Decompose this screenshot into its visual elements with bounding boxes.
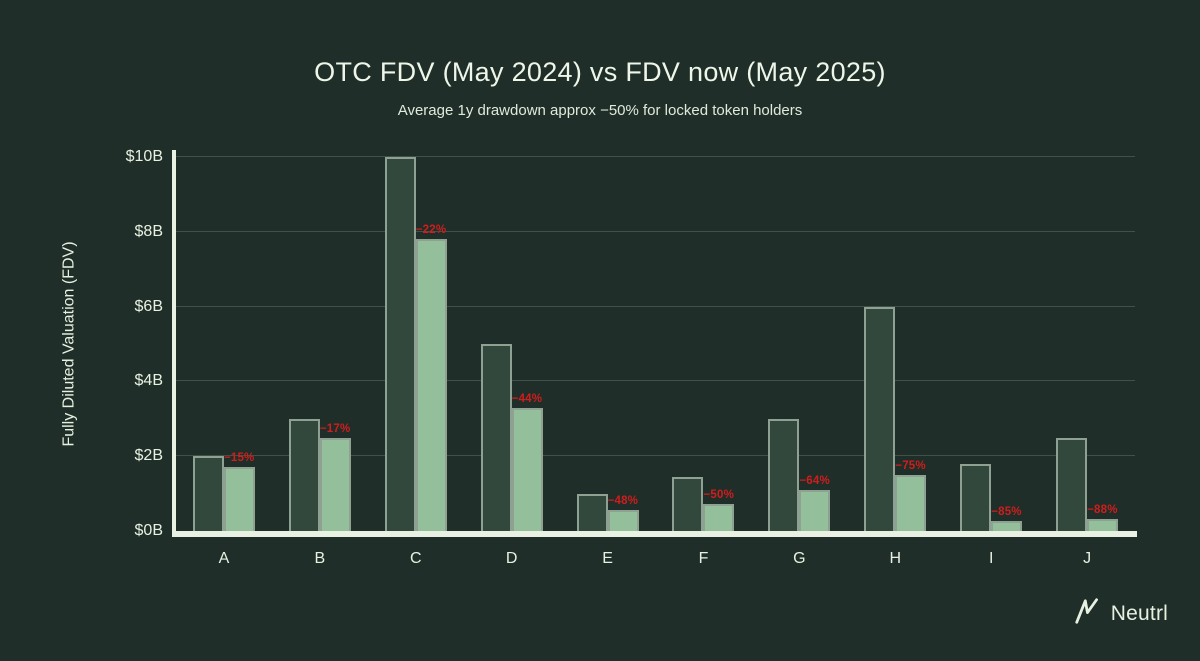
bar-otc-fdv-e [576,493,608,531]
x-tick-label-e: E [602,550,613,567]
bar-group-f: −50% [656,157,752,531]
bar-group-a: −15% [176,157,272,531]
bar-fdv-now-e: −48% [607,495,639,531]
gridline [176,156,1135,157]
y-tick-label: $0B [134,522,163,539]
bar-otc-fdv-a [192,456,224,531]
y-tick-label: $6B [134,297,163,315]
bar-fdv-now-a: −15% [223,452,255,531]
bar-group-g: −64% [751,157,847,531]
gridline [176,230,1135,232]
drawdown-label-h: −75% [895,459,926,472]
bar-otc-fdv-g [768,418,800,531]
bar-fdv-now-d: −44% [511,393,543,531]
y-tick-label: $10B [125,148,163,165]
bar-group-i: −85% [943,157,1039,531]
bar-layer: −15% −17% −22% −44% −48% −50% −64% −75% −85% −88% [176,157,1135,531]
neutrl-n-mark-icon [1073,596,1103,631]
x-tick-label-a: A [218,550,230,567]
x-tick-label-c: C [409,550,422,567]
x-axis-line [172,531,1137,537]
bar-group-e: −48% [560,157,656,531]
bar-otc-fdv-d [480,344,512,531]
drawdown-label-f: −50% [703,488,735,501]
bar-fdv-now-g: −64% [799,475,831,531]
page-title: OTC FDV (May 2024) vs FDV now (May 2025) [314,57,886,87]
drawdown-label-d: −44% [511,392,543,405]
x-tick-label-h: H [889,550,902,567]
bar-fdv-now-j: −88% [1087,504,1119,531]
gridline [176,455,1135,457]
bar-otc-fdv-h [864,306,896,531]
gridline [176,305,1135,307]
page-subtitle: Average 1y drawdown approx −50% for lock… [397,102,803,119]
bar-otc-fdv-c [384,157,416,531]
bar-group-d: −44% [464,157,560,531]
y-axis-title-wrap: Fully Diluted Valuation (FDV) [30,157,110,531]
x-tick-label-b: B [314,550,326,567]
bar-fdv-now-b: −17% [319,423,351,531]
drawdown-label-b: −17% [319,422,351,435]
bar-otc-fdv-f [672,476,704,531]
bar-otc-fdv-j [1056,437,1088,531]
bar-group-b: −17% [272,157,368,531]
bar-fdv-now-f: −50% [703,489,735,531]
x-tick-label-j: J [1083,550,1092,567]
bar-group-h: −75% [847,157,943,531]
brand-logo: Neutrl [1073,596,1168,631]
drawdown-label-e: −48% [607,495,639,508]
drawdown-label-c: −22% [415,224,447,237]
drawdown-label-j: −88% [1087,503,1118,516]
y-tick-label: $8B [134,222,163,240]
brand-logo-text: Neutrl [1110,601,1168,625]
bar-group-c: −22% [368,157,464,531]
y-tick-label: $2B [134,447,163,465]
x-tick-label-g: G [793,550,806,567]
bar-fdv-now-i: −85% [991,506,1023,531]
x-tick-label-i: I [988,550,994,567]
bar-fdv-now-c: −22% [415,224,447,531]
bar-group-j: −88% [1039,157,1135,531]
plot-area: $0B $2B $4B $6B $8B $10B −15% −17% −22% −44% −48%… [126,148,1135,539]
bar-otc-fdv-i [960,463,992,531]
x-axis-labels: A B C D E F G H I J [176,550,1135,568]
chart-header: OTC FDV (May 2024) vs FDV now (May 2025)… [0,57,1200,119]
gridline [176,380,1135,382]
x-tick-label-f: F [698,550,709,567]
bar-otc-fdv-b [288,418,320,531]
x-tick-label-d: D [505,550,518,567]
drawdown-label-a: −15% [223,452,255,465]
y-axis-line [172,150,176,537]
bar-fdv-now-h: −75% [895,460,927,531]
drawdown-label-i: −85% [991,505,1022,518]
y-tick-label: $4B [134,372,163,390]
y-axis-title: Fully Diluted Valuation (FDV) [61,241,79,447]
drawdown-label-g: −64% [799,474,830,487]
